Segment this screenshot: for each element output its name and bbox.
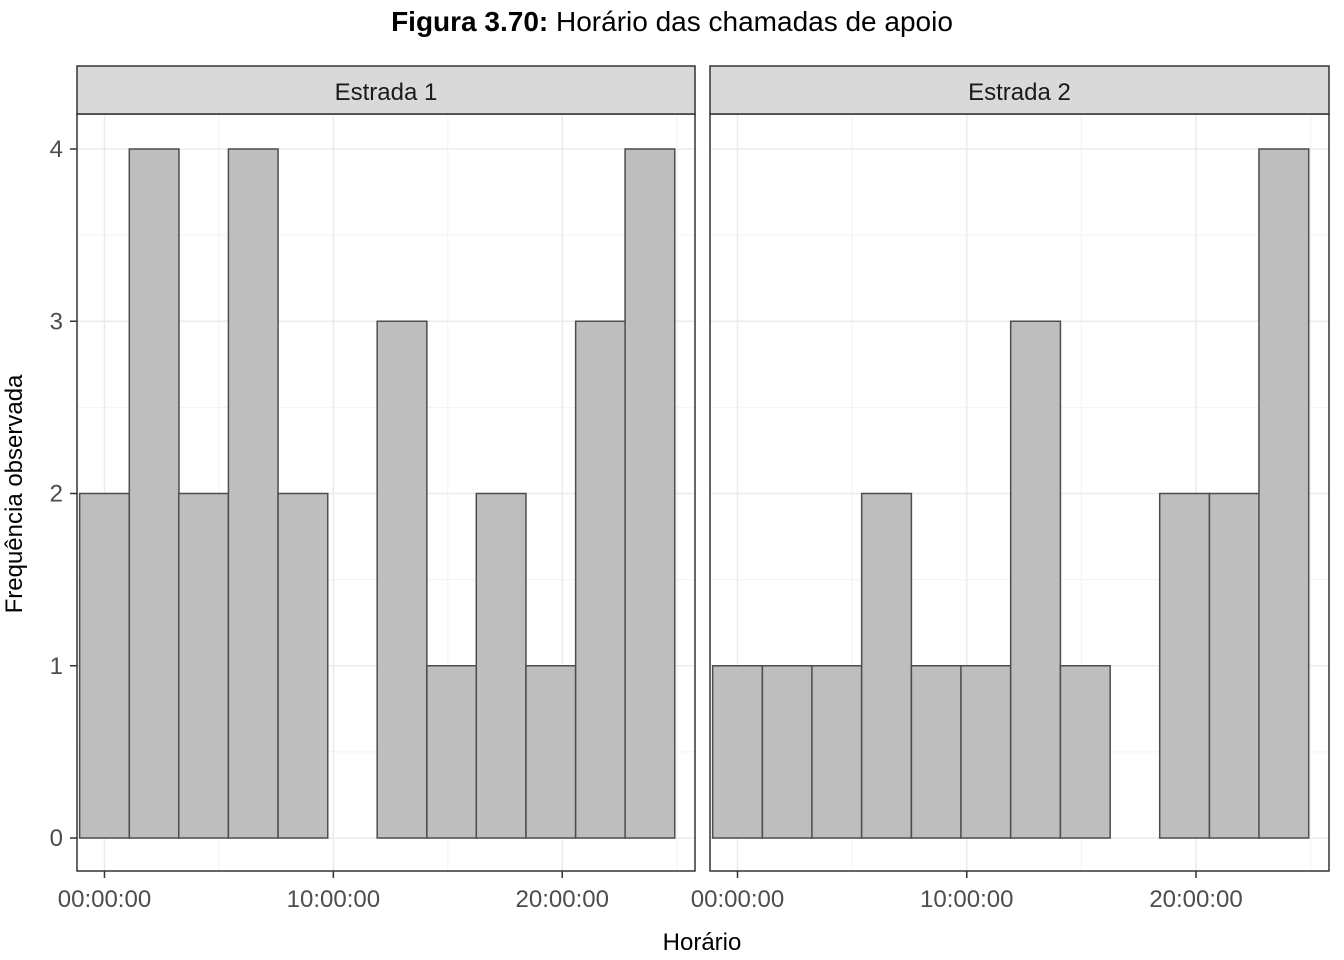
histogram-bar [711, 665, 764, 839]
histogram-bar [128, 148, 180, 839]
panel-2: Estrada 2 00:00:00 10:00:00 20:00:00 [691, 65, 1330, 913]
histogram-bar [1258, 148, 1310, 839]
facet-strip-label: Estrada 2 [968, 79, 1071, 106]
histogram-bar [960, 665, 1012, 839]
histogram-bar [475, 492, 527, 839]
x-tick-label: 20:00:00 [516, 886, 609, 913]
histogram-bar [78, 492, 131, 839]
x-tick-label: 10:00:00 [920, 886, 1013, 913]
y-tick-label: 3 [50, 308, 63, 335]
histogram-bar [426, 665, 478, 839]
x-axis-title: Horário [663, 929, 742, 956]
y-axis-title: Frequência observada [1, 374, 28, 613]
histogram-bar [1208, 492, 1260, 839]
panel-1: Estrada 1 00:00:00 10:00:00 20:00:00 0 1 2 3 4 [50, 65, 696, 913]
histogram-bar [860, 492, 913, 839]
histogram-bar [277, 492, 329, 839]
figure-title: Figura 3.70: Horário das chamadas de apo… [0, 4, 1344, 40]
y-tick-label: 4 [50, 136, 63, 163]
histogram-bar [1009, 320, 1062, 839]
histogram-bar [761, 665, 813, 839]
facet-strip-label: Estrada 1 [335, 79, 438, 106]
x-tick-label: 00:00:00 [691, 886, 784, 913]
y-tick-label: 0 [50, 825, 63, 852]
histogram-bar [910, 665, 962, 839]
histogram-bar [525, 665, 577, 839]
figure-title-bold: Figura 3.70: [391, 6, 549, 37]
histogram-bar [811, 665, 863, 839]
histogram-bar [624, 148, 676, 839]
y-tick-label: 2 [50, 481, 63, 508]
x-tick-label: 20:00:00 [1149, 886, 1242, 913]
histogram-bar [1059, 665, 1111, 839]
x-tick-label: 10:00:00 [287, 886, 380, 913]
facet-strip [709, 65, 1330, 115]
histogram-bar [1158, 492, 1211, 839]
histogram-bar [177, 492, 230, 839]
facet-strip [76, 65, 696, 115]
y-tick-label: 1 [50, 653, 63, 680]
histogram-bar [227, 148, 279, 839]
histogram-bar [376, 320, 428, 839]
x-tick-label: 00:00:00 [58, 886, 151, 913]
figure-title-text: Horário das chamadas de apoio [548, 6, 953, 37]
histogram-bar [574, 320, 627, 839]
